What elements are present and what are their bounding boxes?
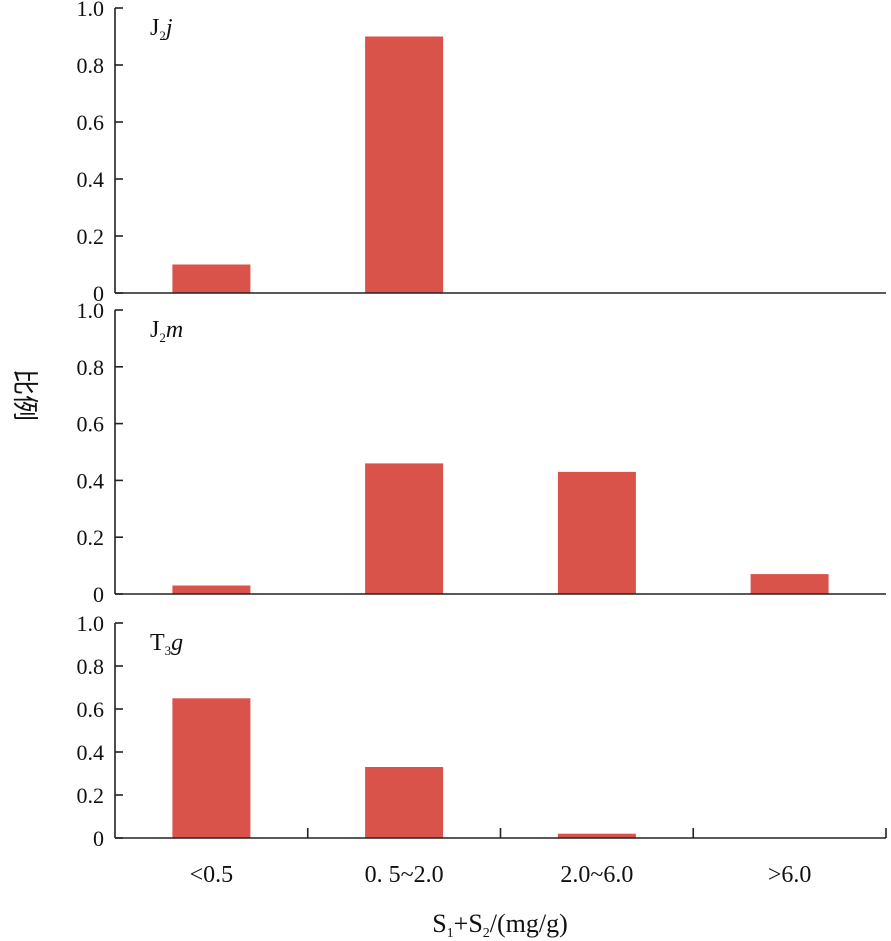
y-tick-label: 0.6 (77, 412, 105, 437)
panel-2: 0 0.2 0.4 0.6 0.8 1.0 J2m (77, 298, 886, 607)
y-tick-label: 0.2 (77, 783, 105, 808)
panel-3: 0 0.2 0.4 0.6 0.8 1.0 T3g (77, 611, 886, 851)
panel-label: T3g (150, 630, 183, 658)
y-tick-label: 0.2 (77, 525, 105, 550)
y-tick-label: 0.2 (77, 224, 105, 249)
y-tick-label: 0.4 (77, 740, 105, 765)
y-tick-label: 0 (93, 582, 104, 607)
y-tick-label: 0.6 (77, 110, 105, 135)
y-tick-label: 0.8 (77, 53, 105, 78)
y-tick-label: 0 (93, 826, 104, 851)
y-tick-label: 1.0 (77, 611, 105, 636)
y-tick-label: 0.6 (77, 697, 105, 722)
panel-label: J2m (150, 317, 183, 345)
panel-label: J2j (150, 15, 173, 43)
y-tick-label: 0.8 (77, 654, 105, 679)
bar-3-2 (365, 767, 444, 838)
bar-3-1 (172, 698, 251, 839)
bar-1-1 (172, 264, 251, 293)
y-tick-label: 0 (93, 281, 104, 306)
bar-2-3 (557, 471, 636, 594)
panel-1: 0 0.2 0.4 0.6 0.8 1.0 J2j (77, 0, 886, 306)
bar-3-3 (557, 833, 636, 838)
x-tick-label: 0. 5~2.0 (365, 862, 444, 888)
y-tick-label: 0.4 (77, 468, 105, 493)
bar-2-1 (172, 585, 251, 594)
bar-1-2 (365, 36, 444, 293)
x-tick-label: <0.5 (190, 862, 234, 888)
y-tick-label: 0.8 (77, 355, 105, 380)
x-axis-title: S1+S2/(mg/g) (432, 909, 568, 941)
bar-2-4 (750, 574, 829, 594)
y-tick-label: 0.4 (77, 167, 105, 192)
y-axis-title: 比例 (10, 369, 39, 421)
bar-2-2 (365, 463, 444, 594)
y-tick-label: 1.0 (77, 0, 105, 21)
x-tick-label: >6.0 (768, 862, 812, 888)
x-tick-label: 2.0~6.0 (560, 862, 633, 888)
y-tick-label: 1.0 (77, 298, 105, 323)
